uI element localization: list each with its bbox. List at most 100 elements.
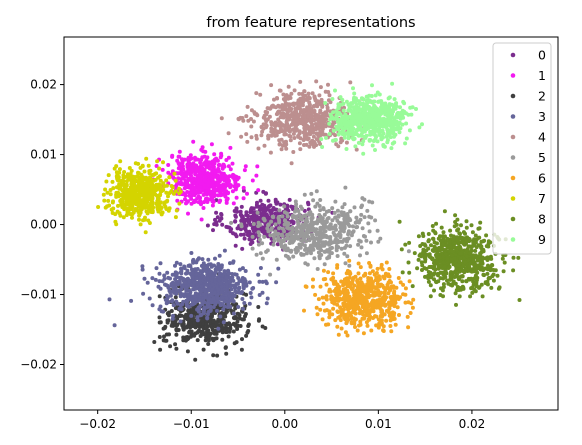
point-series-5 bbox=[256, 242, 261, 247]
point-series-7 bbox=[130, 215, 134, 220]
point-series-3 bbox=[157, 271, 162, 276]
point-series-5 bbox=[294, 245, 299, 250]
point-series-5 bbox=[281, 238, 286, 243]
point-series-7 bbox=[113, 219, 118, 224]
point-series-2 bbox=[235, 319, 240, 324]
point-series-4 bbox=[251, 119, 256, 124]
point-series-2 bbox=[228, 326, 233, 331]
point-series-8 bbox=[470, 244, 475, 249]
point-series-2 bbox=[152, 340, 157, 344]
point-series-1 bbox=[196, 200, 201, 205]
point-series-3 bbox=[192, 280, 197, 285]
point-series-2 bbox=[165, 311, 170, 316]
point-series-0 bbox=[252, 216, 257, 221]
point-series-8 bbox=[491, 272, 496, 277]
point-series-4 bbox=[269, 129, 274, 134]
point-series-7 bbox=[116, 194, 121, 199]
point-series-0 bbox=[247, 237, 252, 242]
point-series-2 bbox=[219, 311, 224, 315]
point-series-6 bbox=[343, 330, 348, 335]
point-series-8 bbox=[426, 246, 431, 251]
point-series-3 bbox=[229, 287, 234, 292]
point-series-1 bbox=[201, 167, 205, 172]
point-series-5 bbox=[365, 208, 370, 213]
point-series-4 bbox=[308, 125, 313, 129]
point-series-8 bbox=[454, 302, 458, 307]
point-series-8 bbox=[472, 237, 477, 242]
point-series-5 bbox=[256, 224, 261, 229]
point-series-4 bbox=[294, 109, 299, 114]
point-series-0 bbox=[231, 231, 235, 236]
point-series-0 bbox=[261, 189, 266, 194]
point-series-4 bbox=[269, 83, 274, 88]
point-series-4 bbox=[249, 117, 253, 121]
point-series-6 bbox=[326, 270, 331, 275]
point-series-6 bbox=[347, 258, 352, 263]
point-series-3 bbox=[163, 297, 168, 302]
point-series-5 bbox=[296, 222, 301, 226]
point-series-3 bbox=[206, 301, 211, 305]
point-series-7 bbox=[155, 199, 160, 203]
point-series-6 bbox=[374, 271, 379, 275]
point-series-7 bbox=[150, 200, 155, 205]
point-series-4 bbox=[300, 103, 305, 108]
point-series-3 bbox=[276, 266, 281, 271]
point-series-0 bbox=[213, 217, 217, 222]
point-series-1 bbox=[209, 184, 214, 189]
point-series-1 bbox=[199, 217, 204, 222]
point-series-5 bbox=[346, 232, 351, 237]
point-series-4 bbox=[256, 146, 261, 151]
point-series-1 bbox=[210, 203, 215, 208]
point-series-4 bbox=[275, 96, 279, 100]
point-series-6 bbox=[367, 261, 372, 265]
point-series-6 bbox=[357, 296, 362, 301]
point-series-3 bbox=[206, 262, 211, 267]
point-series-8 bbox=[397, 219, 402, 224]
point-series-3 bbox=[204, 282, 209, 287]
point-series-8 bbox=[426, 238, 431, 243]
point-series-5 bbox=[294, 250, 299, 255]
point-series-3 bbox=[196, 256, 201, 261]
point-series-0 bbox=[211, 228, 215, 233]
point-series-8 bbox=[441, 242, 446, 247]
point-series-3 bbox=[184, 284, 189, 289]
point-series-9 bbox=[333, 88, 337, 93]
point-series-5 bbox=[314, 189, 319, 194]
point-series-3 bbox=[231, 311, 236, 316]
point-series-5 bbox=[332, 210, 337, 215]
point-series-1 bbox=[204, 158, 209, 163]
point-series-7 bbox=[164, 190, 169, 195]
point-series-6 bbox=[346, 296, 351, 301]
point-series-1 bbox=[193, 155, 197, 160]
point-series-8 bbox=[443, 234, 447, 239]
point-series-3 bbox=[221, 320, 226, 325]
point-series-6 bbox=[371, 298, 375, 303]
point-series-1 bbox=[198, 174, 203, 179]
point-series-2 bbox=[243, 314, 247, 319]
point-series-5 bbox=[266, 229, 271, 234]
point-series-8 bbox=[434, 246, 439, 251]
point-series-6 bbox=[339, 279, 344, 284]
point-series-5 bbox=[268, 272, 273, 277]
point-series-5 bbox=[328, 241, 333, 246]
point-series-8 bbox=[474, 255, 479, 260]
point-series-8 bbox=[428, 294, 433, 299]
point-series-7 bbox=[153, 192, 158, 197]
point-series-6 bbox=[365, 323, 370, 328]
point-series-3 bbox=[171, 313, 175, 318]
point-series-4 bbox=[267, 114, 272, 119]
point-series-1 bbox=[216, 193, 220, 198]
point-series-5 bbox=[336, 245, 341, 250]
point-series-3 bbox=[241, 283, 246, 288]
point-series-3 bbox=[168, 293, 173, 298]
point-series-8 bbox=[469, 223, 474, 228]
point-series-8 bbox=[463, 260, 468, 265]
point-series-8 bbox=[410, 284, 415, 289]
point-series-2 bbox=[233, 303, 238, 308]
point-series-2 bbox=[157, 335, 162, 339]
point-series-8 bbox=[455, 228, 460, 233]
point-series-5 bbox=[364, 238, 369, 243]
point-series-7 bbox=[105, 190, 110, 195]
point-series-6 bbox=[388, 324, 393, 328]
point-series-8 bbox=[427, 265, 432, 269]
